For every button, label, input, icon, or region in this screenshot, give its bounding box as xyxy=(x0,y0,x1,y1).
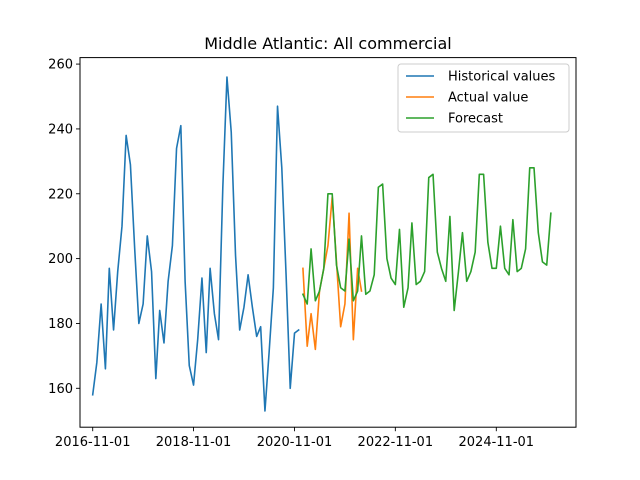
y-tick-label: 260 xyxy=(48,58,73,73)
plot-area-frame xyxy=(79,57,577,428)
x-axis: 2016-11-01 2018-11-01 2020-11-01 2022-11-01… xyxy=(55,427,534,450)
x-tick-label: 2022-11-01 xyxy=(358,435,434,450)
chart-title: Middle Atlantic: All commercial xyxy=(204,34,452,53)
legend: Historical values Actual value Forecast xyxy=(397,63,570,133)
series-line-forecast xyxy=(301,167,552,312)
x-tick-label: 2018-11-01 xyxy=(156,435,232,450)
y-tick-label: 180 xyxy=(48,317,73,332)
y-tick-label: 220 xyxy=(48,187,73,202)
series-line-historical-values xyxy=(91,76,300,412)
x-tick-label: 2024-11-01 xyxy=(459,435,535,450)
legend-box xyxy=(397,63,570,133)
y-axis: 160 180 200 220 240 260 xyxy=(48,58,80,397)
y-tick-label: 160 xyxy=(48,382,73,397)
legend-label: Actual value xyxy=(448,91,528,106)
y-tick-label: 200 xyxy=(48,252,73,267)
legend-label: Historical values xyxy=(448,70,556,85)
series-layer xyxy=(91,76,552,412)
legend-label: Forecast xyxy=(448,112,503,127)
x-tick-label: 2016-11-01 xyxy=(55,435,131,450)
y-tick-label: 240 xyxy=(48,122,73,137)
x-tick-label: 2020-11-01 xyxy=(257,435,333,450)
